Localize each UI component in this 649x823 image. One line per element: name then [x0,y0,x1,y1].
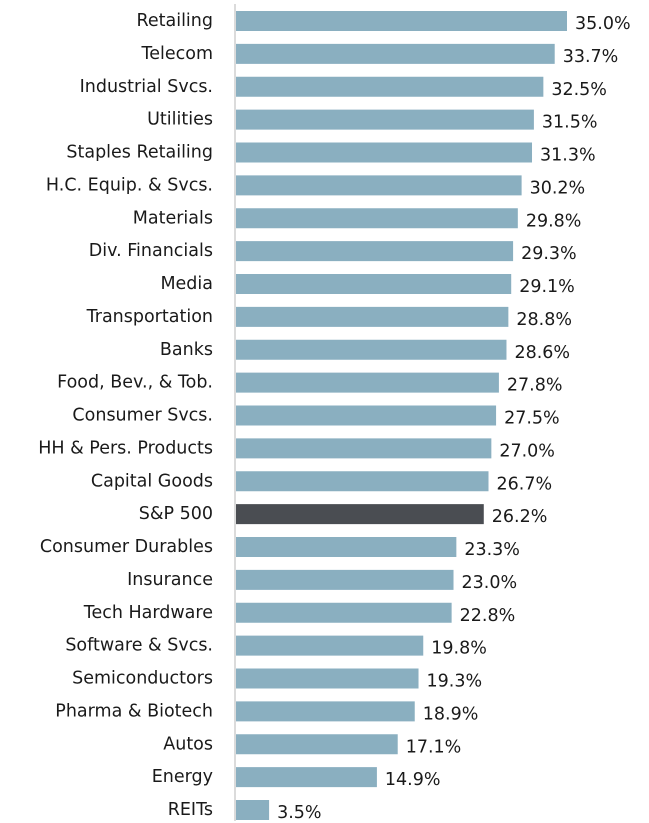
value-label: 23.3% [464,540,520,560]
value-label: 14.9% [385,770,441,790]
bar [236,635,424,656]
value-label: 19.3% [427,672,483,692]
bar [236,43,555,64]
category-label: H.C. Equip. & Svcs. [46,175,213,195]
value-label: 28.6% [514,343,570,363]
bar [236,109,534,130]
value-label: 18.9% [423,704,479,724]
value-label: 3.5% [277,803,321,823]
category-label: Banks [160,340,213,360]
category-label: Pharma & Biotech [55,701,213,721]
category-label: Media [160,274,213,294]
category-label: Semiconductors [72,669,213,689]
category-label: Energy [152,767,213,787]
category-label: Tech Hardware [83,603,213,623]
bar [236,569,454,590]
category-label: Food, Bev., & Tob. [57,373,213,393]
bar [236,142,533,163]
category-label: Div. Financials [89,241,213,261]
bar [236,306,509,327]
value-label: 32.5% [551,80,607,100]
bar [236,241,514,262]
bar [236,208,518,229]
bar [236,800,270,820]
bar [236,734,398,755]
value-label: 35.0% [575,14,631,34]
bar [236,504,484,525]
bar [236,339,507,360]
category-label: Materials [133,208,213,228]
value-label: 27.8% [507,376,563,396]
bar [236,274,512,294]
category-label: Consumer Durables [40,537,213,557]
value-label: 31.3% [540,146,596,166]
value-label: 27.5% [504,409,560,429]
value-label: 30.2% [530,178,586,198]
value-label: 26.7% [497,474,553,494]
bar [236,701,415,722]
bar [236,372,499,393]
category-label: HH & Pers. Products [38,438,213,458]
category-label: Autos [163,734,213,754]
category-label: Utilities [147,110,213,130]
category-label: Software & Svcs. [65,636,213,656]
bar [236,76,544,97]
category-label: Industrial Svcs. [80,77,213,97]
bar [236,537,457,557]
bar [236,11,567,31]
category-label: Telecom [141,44,214,64]
value-label: 27.0% [499,441,555,461]
value-label: 29.3% [521,244,577,264]
value-label: 29.1% [519,277,575,297]
bar [236,668,419,689]
category-label: S&P 500 [139,504,213,524]
category-label: Consumer Svcs. [72,406,213,426]
category-label: Insurance [127,570,213,590]
value-label: 28.8% [516,310,572,330]
bar [236,602,452,623]
bar [236,405,497,426]
value-label: 17.1% [406,737,462,757]
bar [236,767,377,788]
bar [236,438,492,459]
category-label: Transportation [86,307,213,327]
value-label: 29.8% [526,211,582,231]
category-label: Retailing [136,11,213,31]
value-label: 33.7% [563,47,619,67]
bar [236,471,489,492]
value-label: 23.0% [462,573,518,593]
category-label: Capital Goods [91,471,213,491]
bar [236,175,522,196]
category-label: Staples Retailing [66,143,213,163]
value-label: 19.8% [431,639,487,659]
category-label: REITs [168,800,213,820]
value-label: 26.2% [492,507,548,527]
value-label: 22.8% [460,606,516,626]
value-label: 31.5% [542,113,598,133]
